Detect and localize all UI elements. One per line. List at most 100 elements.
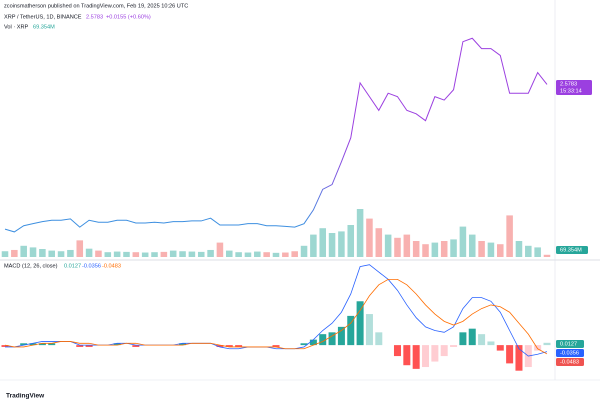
volume-bar	[440, 241, 448, 257]
volume-bar	[497, 244, 504, 257]
histogram-bar	[412, 345, 420, 369]
volume-bar	[197, 251, 205, 257]
histogram-bar	[450, 345, 458, 347]
price-badge-value: 2.5783	[560, 81, 577, 87]
histogram-bar	[356, 301, 364, 346]
volume-bar	[48, 250, 55, 257]
signal-badge-value: -0.0483	[560, 359, 579, 365]
histogram-bar	[319, 334, 327, 346]
volume-bar	[57, 251, 65, 257]
volume-last: 69.354M	[33, 24, 55, 30]
volume-bar	[515, 241, 523, 257]
volume-bar	[67, 249, 74, 257]
histogram-bar	[29, 343, 37, 346]
histogram-bar	[38, 343, 46, 346]
histogram-bar	[534, 345, 542, 351]
volume-bar	[76, 240, 84, 257]
volume-bar	[403, 234, 411, 257]
footer-logo: TradingView	[6, 393, 45, 400]
macd-hist-last: 0.0127	[64, 263, 81, 269]
volume-bar	[160, 251, 168, 257]
histogram-bar	[20, 343, 28, 346]
volume-bar	[543, 254, 551, 257]
volume-bar	[95, 250, 102, 257]
symbol-title: XRP / TetherUS, 1D, BINANCE	[4, 14, 82, 20]
volume-bar	[347, 225, 355, 257]
volume-bar	[85, 248, 93, 257]
macd-badge-value: -0.0356	[560, 350, 579, 356]
signal-badge	[556, 358, 584, 366]
volume-bar	[244, 252, 252, 257]
histogram-bar	[375, 332, 383, 346]
macd-line-last: -0.0356	[82, 263, 101, 269]
volume-bar	[422, 244, 429, 257]
volume-bar	[132, 252, 140, 257]
hist-badge	[556, 340, 584, 348]
macd-signal-last: -0.0483	[102, 263, 121, 269]
histogram-bar	[300, 343, 308, 346]
histogram-bar	[496, 345, 504, 351]
volume-bar	[412, 241, 420, 257]
volume-bar	[141, 252, 149, 257]
volume-bar	[431, 242, 439, 257]
volume-bar	[113, 251, 121, 257]
volume-bar	[328, 233, 336, 257]
volume-bar	[450, 239, 457, 257]
volume-bar	[104, 252, 112, 257]
histogram-bar	[431, 345, 439, 362]
histogram-bar	[478, 334, 486, 346]
histogram-bar	[225, 345, 233, 347]
histogram-bar	[468, 328, 476, 346]
volume-bar	[151, 252, 158, 257]
histogram-bar	[459, 332, 467, 346]
volume-bar	[375, 228, 383, 257]
volume-bar	[123, 251, 130, 257]
volume-bar	[254, 251, 261, 257]
histogram-bar	[113, 343, 121, 346]
volume-bar	[282, 252, 289, 257]
histogram-bar	[235, 345, 243, 347]
histogram-bar	[440, 345, 448, 357]
volume-title: Vol · XRP	[4, 24, 29, 30]
histogram-bar	[216, 345, 224, 347]
histogram-bar	[328, 332, 336, 346]
volume-bar	[1, 251, 9, 257]
histogram-bar	[132, 345, 140, 347]
histogram-bar	[179, 343, 187, 346]
histogram-bar	[403, 345, 411, 366]
volume-bar	[29, 247, 37, 257]
signal-line	[4, 278, 548, 355]
volume-bar	[207, 249, 214, 257]
volume-bar	[384, 234, 392, 257]
histogram-bar	[309, 339, 317, 346]
last-price: 2.5783	[86, 14, 103, 20]
volume-bar	[525, 245, 532, 257]
volume-badge-value: 69.354M	[560, 247, 582, 253]
volume-bar	[310, 234, 317, 257]
histogram-bar	[272, 345, 280, 347]
volume-bar	[235, 252, 242, 257]
histogram-bar	[365, 314, 373, 346]
macd-badge	[556, 349, 584, 357]
histogram-bar	[337, 326, 345, 346]
histogram-bar	[347, 315, 355, 346]
price-line	[4, 37, 548, 233]
volume-bar	[272, 252, 280, 257]
volume-bar	[394, 237, 401, 257]
price-change: +0.0155 (+0.60%)	[106, 14, 151, 20]
volume-bar	[169, 250, 177, 257]
volume-bar	[338, 231, 345, 257]
histogram-bar	[487, 341, 495, 346]
volume-bar	[263, 252, 270, 257]
volume-bar	[366, 218, 373, 257]
hist-badge-value: 0.0127	[560, 341, 577, 347]
volume-bar	[226, 250, 233, 257]
countdown: 15:33:14	[560, 88, 582, 94]
volume-bar	[459, 226, 467, 257]
volume-bar	[20, 245, 27, 257]
macd-line	[5, 264, 548, 357]
volume-bar	[319, 228, 326, 257]
macd-title: MACD (12, 26, close)	[4, 263, 58, 269]
